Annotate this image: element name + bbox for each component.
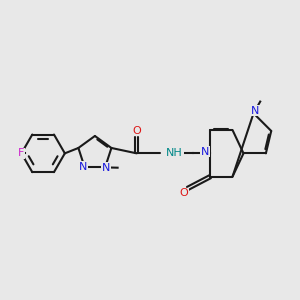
Text: N: N [251,106,260,116]
Text: NH: NH [166,148,183,158]
Text: O: O [179,188,188,198]
Text: N: N [102,163,111,173]
Text: F: F [18,148,24,158]
Text: O: O [132,126,141,136]
Text: N: N [79,162,88,172]
Text: N: N [201,147,209,157]
